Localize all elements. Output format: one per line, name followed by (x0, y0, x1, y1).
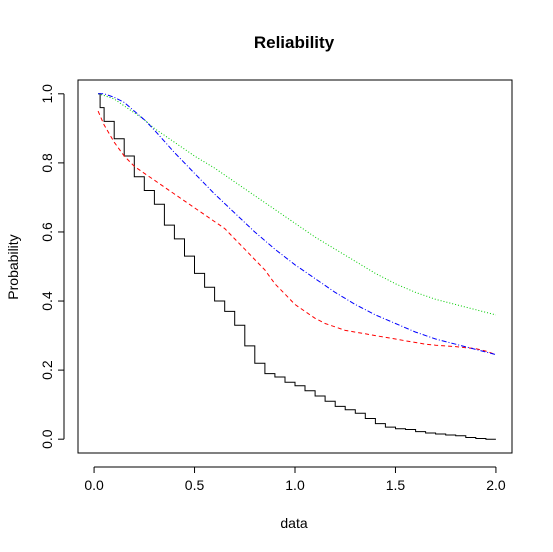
x-axis: 0.0 0.5 1.0 1.5 2.0 (84, 466, 506, 493)
y-tick-label: 0.0 (39, 429, 55, 449)
y-tick-label: 0.8 (39, 153, 55, 173)
series-layer (97, 93, 497, 440)
y-tick-label: 1.0 (39, 84, 55, 104)
y-tick-label: 0.2 (39, 360, 55, 380)
x-tick-label: 1.0 (285, 477, 305, 493)
x-axis-label: data (280, 515, 307, 531)
x-tick-label: 2.0 (486, 477, 506, 493)
plot-frame (77, 79, 513, 454)
y-tick-label: 0.6 (39, 222, 55, 242)
series-line-1 (98, 93, 496, 440)
series-line-4 (98, 93, 497, 356)
x-tick-label: 0.0 (84, 477, 104, 493)
y-axis: 0.0 0.2 0.4 0.6 0.8 1.0 (39, 84, 65, 449)
y-tick-label: 0.4 (39, 291, 55, 311)
x-tick-label: 0.5 (185, 477, 205, 493)
y-axis-label: Probability (5, 234, 21, 299)
series-line-2 (97, 110, 497, 356)
series-line-3 (97, 93, 497, 316)
chart-title: Reliability (254, 33, 335, 52)
x-tick-label: 1.5 (386, 477, 406, 493)
